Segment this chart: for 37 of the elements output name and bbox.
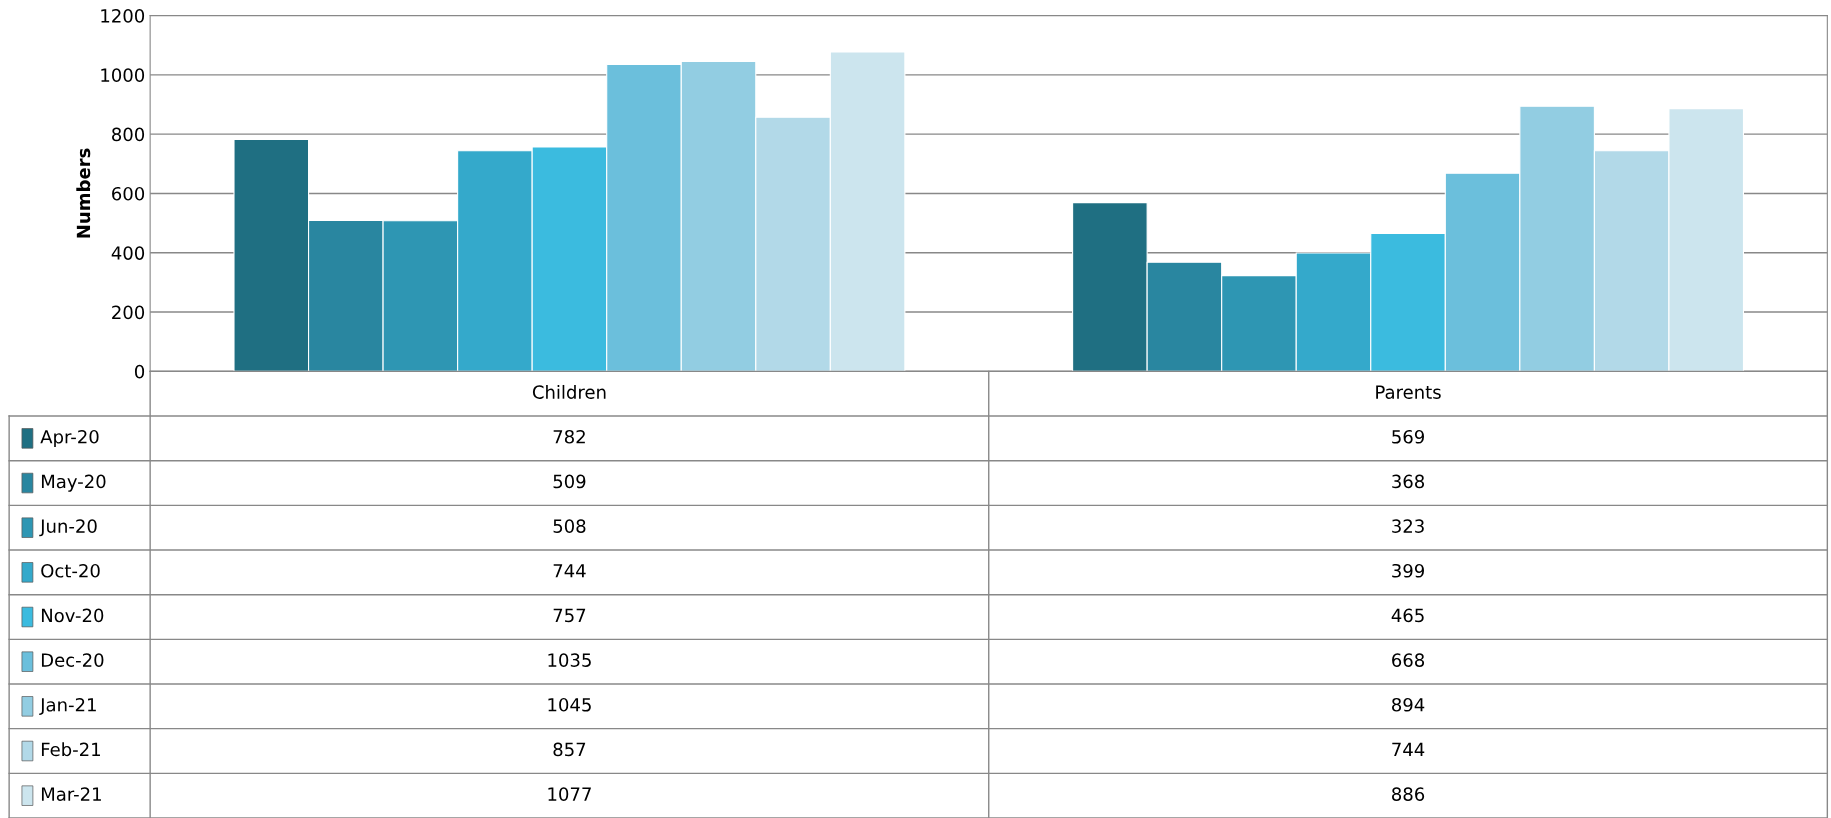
data-label: 757 bbox=[553, 608, 586, 623]
data-label: 323 bbox=[1392, 519, 1424, 533]
data-label: 368 bbox=[1392, 474, 1425, 489]
data-label: 744 bbox=[553, 564, 586, 578]
data-label: 782 bbox=[553, 429, 585, 444]
legend-label: Mar-21 bbox=[41, 787, 101, 801]
data-label: 668 bbox=[1392, 653, 1425, 667]
data-label: 894 bbox=[1392, 697, 1425, 712]
data-label: 509 bbox=[553, 474, 586, 489]
legend-label: Jun-20 bbox=[39, 519, 97, 537]
data-label: 569 bbox=[1392, 429, 1424, 444]
legend-label: May-20 bbox=[41, 474, 106, 492]
data-label: 744 bbox=[1392, 742, 1425, 756]
legend-label: Jan-21 bbox=[39, 697, 96, 715]
data-label: 1045 bbox=[548, 697, 591, 712]
x-tick-label: Parents bbox=[1376, 385, 1441, 399]
y-tick-label: 1000 bbox=[101, 68, 145, 82]
data-label: 886 bbox=[1392, 787, 1425, 801]
legend-label: Oct-20 bbox=[41, 563, 100, 578]
legend-label: Dec-20 bbox=[41, 653, 104, 667]
legend-label: Apr-20 bbox=[40, 429, 99, 448]
data-label: 1077 bbox=[548, 787, 591, 801]
y-tick-label: 200 bbox=[112, 305, 145, 320]
data-label: 399 bbox=[1392, 563, 1424, 578]
data-label: 508 bbox=[553, 519, 586, 533]
y-tick-label: 1200 bbox=[101, 9, 145, 23]
y-tick-label: 0 bbox=[134, 364, 145, 379]
legend-label: Feb-21 bbox=[41, 742, 100, 757]
legend-label: Nov-20 bbox=[41, 608, 104, 623]
data-label: 857 bbox=[553, 742, 586, 757]
data-label: 465 bbox=[1391, 608, 1424, 623]
y-axis-title: Numbers bbox=[76, 148, 91, 238]
data-label: 1035 bbox=[548, 653, 591, 667]
y-tick-label: 600 bbox=[112, 186, 145, 201]
y-tick-label: 400 bbox=[111, 246, 145, 260]
y-tick-label: 800 bbox=[112, 127, 145, 142]
x-tick-label: Children bbox=[532, 384, 606, 399]
